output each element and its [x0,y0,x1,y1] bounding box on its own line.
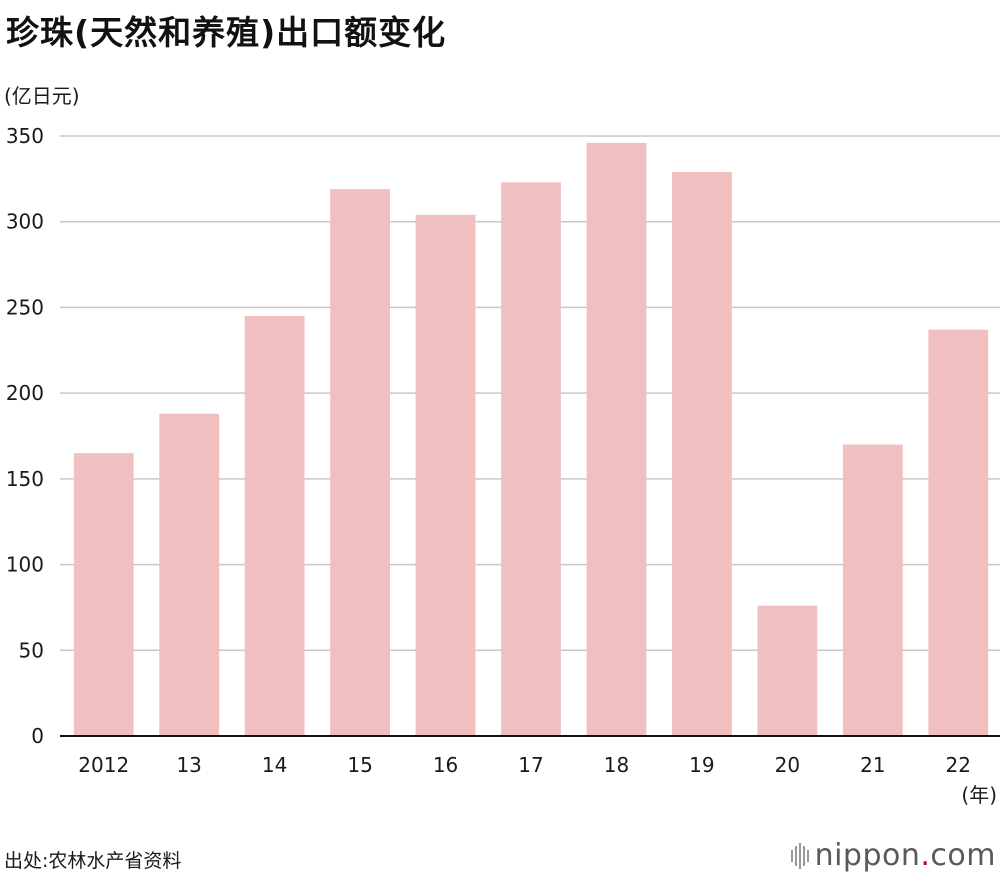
y-tick-label: 350 [6,124,44,148]
x-tick-label: 17 [518,753,543,777]
y-tick-label: 100 [6,553,44,577]
x-tick-label: 14 [262,753,287,777]
x-tick-label: 2012 [78,753,129,777]
x-axis-unit-label: (年) [961,783,997,807]
bar-17 [501,182,561,737]
y-axis-ticks: 0 50 100 150 200 250 300 350 [6,124,44,748]
source-note: 出处:农林水产省资料 [4,850,182,872]
y-tick-label: 200 [6,381,44,405]
x-tick-label: 22 [946,753,971,777]
bar-20 [757,605,818,736]
chart-title: 珍珠(天然和养殖)出口额变化 [6,13,447,52]
logo-dot: . [920,838,931,873]
bar-18 [586,142,647,736]
x-tick-label: 15 [347,753,372,777]
logo-suffix: com [930,838,996,873]
y-tick-label: 0 [31,724,44,748]
bar-13 [159,413,220,736]
x-tick-label: 16 [433,753,458,777]
y-tick-label: 50 [19,638,44,662]
x-tick-label: 19 [689,753,714,777]
y-tick-label: 300 [6,210,44,234]
bar-2012 [73,453,134,736]
x-axis-ticks: 2012 13 14 15 16 17 18 19 20 21 22 [78,753,971,777]
x-tick-label: 20 [775,753,800,777]
bar-22 [928,329,989,736]
bar-19 [672,172,732,736]
bar-15 [330,189,390,737]
nippon-logo: nippon.com [790,838,996,873]
bars [73,142,989,737]
bar-16 [415,214,476,736]
bar-14 [244,316,305,736]
logo-name: nippon [814,838,921,873]
x-tick-label: 13 [176,753,201,777]
logo-bars-icon [790,842,809,869]
y-tick-label: 250 [6,295,44,319]
x-tick-label: 18 [604,753,629,777]
x-tick-label: 21 [860,753,885,777]
bar-chart: 0 50 100 150 200 250 300 350 2012 13 14 15 16 17 18 19… [6,124,1000,807]
y-tick-label: 150 [6,467,44,491]
y-axis-unit-label: (亿日元) [4,84,80,108]
bar-21 [842,444,903,736]
